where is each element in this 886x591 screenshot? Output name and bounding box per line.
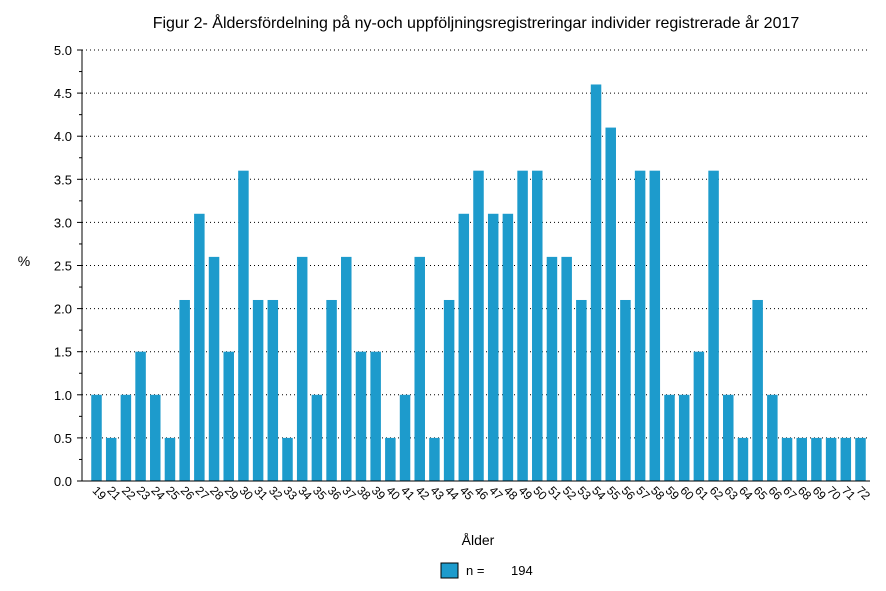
bar [267,299,279,481]
bar [326,299,337,481]
bar [737,437,749,481]
bar [296,256,308,481]
legend-swatch [440,562,459,579]
bars [91,84,866,481]
bar [429,437,440,481]
bar [840,437,852,481]
bar [546,256,558,481]
bar [385,437,396,481]
bar [341,256,352,481]
y-tick-label: 0.5 [54,431,72,446]
bar [223,351,234,481]
bar [576,299,587,481]
bar [767,394,778,481]
y-tick-label: 0.0 [54,474,72,489]
bar [811,437,822,481]
bar [752,299,763,481]
y-tick-label: 5.0 [54,43,72,58]
bar [399,394,411,481]
bar [458,213,470,481]
bar [708,170,719,481]
bar [473,170,484,481]
chart-title: Figur 2- Åldersfördelning på ny-och uppf… [153,13,800,32]
bar [120,394,132,481]
legend-label: n = [466,563,484,578]
bar [605,127,616,481]
bar [517,170,528,481]
y-axis-ticks: 0.0 0.5 1.0 1.5 2.0 2.5 3.0 3.5 4.0 4.5 5.0 [54,43,82,489]
y-tick-label: 1.5 [54,345,72,360]
bar [135,351,146,481]
bar [678,394,690,481]
y-tick-label: 3.5 [54,172,72,187]
bar [252,299,264,481]
legend: n = 194 [440,562,533,579]
bar [825,437,837,481]
bar [590,84,602,481]
bar [855,437,866,481]
bar [282,437,293,481]
bar [620,299,631,481]
bar [723,394,734,481]
x-tick-label: 72 [854,483,874,503]
bar [208,256,220,481]
bar [355,351,367,481]
bar [370,351,381,481]
bar [693,351,705,481]
x-axis-ticks: 1921222324252627282930313233343536373839… [90,483,874,503]
y-tick-label: 4.5 [54,86,72,101]
bar [238,170,249,481]
y-tick-label: 1.0 [54,388,72,403]
bar [179,299,190,481]
bar [194,213,205,481]
bar [91,394,102,481]
y-tick-label: 2.0 [54,302,72,317]
bar [150,394,161,481]
bar [649,170,661,481]
bar [502,213,514,481]
x-axis-label: Ålder [462,532,495,548]
y-tick-label: 2.5 [54,259,72,274]
bar [105,437,117,481]
bar [781,437,793,481]
legend-count: 194 [511,563,533,578]
bar [532,170,543,481]
bar [414,256,425,481]
bar [634,170,646,481]
bar [443,299,455,481]
bar [311,394,323,481]
bar [164,437,176,481]
y-axis-label: % [18,253,30,269]
bar [796,437,807,481]
y-tick-label: 4.0 [54,129,72,144]
bar [487,213,499,481]
bar [664,394,675,481]
y-tick-label: 3.0 [54,215,72,230]
bar [561,256,572,481]
